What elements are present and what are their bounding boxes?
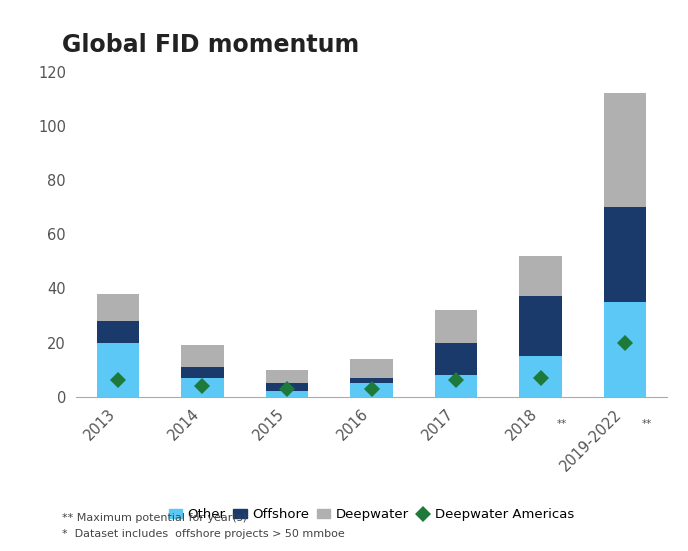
Bar: [266, 383, 308, 391]
Legend: Other, Offshore, Deepwater, Deepwater Americas: Other, Offshore, Deepwater, Deepwater Am…: [164, 503, 579, 527]
Bar: [435, 343, 477, 375]
Bar: [604, 302, 646, 397]
Text: ** Maximum potential for year(s): ** Maximum potential for year(s): [62, 512, 247, 523]
Bar: [97, 321, 139, 343]
Bar: [519, 356, 561, 397]
Bar: [350, 383, 393, 397]
Bar: [350, 359, 393, 378]
Bar: [182, 345, 224, 367]
Bar: [97, 343, 139, 397]
Bar: [519, 296, 561, 356]
Text: **: **: [557, 419, 568, 429]
Bar: [266, 370, 308, 383]
Bar: [97, 294, 139, 321]
Text: Global FID momentum: Global FID momentum: [62, 33, 359, 57]
Bar: [350, 378, 393, 383]
Text: *  Dataset includes  offshore projects > 50 mmboe: * Dataset includes offshore projects > 5…: [62, 529, 345, 539]
Bar: [182, 367, 224, 378]
Bar: [182, 378, 224, 397]
Bar: [266, 391, 308, 397]
Bar: [435, 375, 477, 397]
Text: **: **: [642, 419, 652, 429]
Bar: [435, 310, 477, 343]
Bar: [604, 207, 646, 302]
Bar: [519, 256, 561, 296]
Bar: [604, 93, 646, 207]
